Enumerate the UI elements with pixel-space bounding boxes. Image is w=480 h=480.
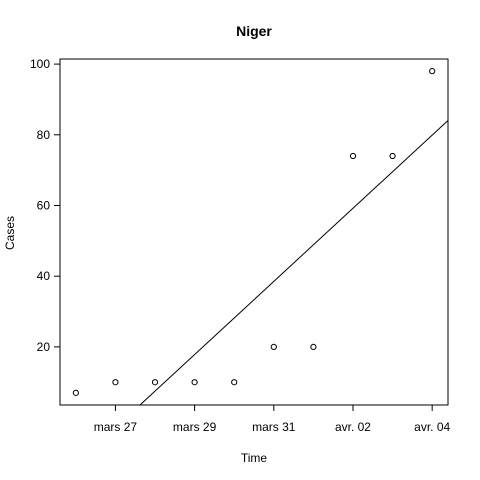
x-tick-label: avr. 02: [335, 420, 371, 434]
chart-title: Niger: [236, 23, 272, 39]
data-point: [112, 379, 119, 386]
data-point: [72, 389, 79, 396]
fit-line: [139, 120, 449, 406]
x-tick-label: mars 27: [94, 420, 138, 434]
y-tick-label: 60: [37, 198, 51, 212]
y-tick-label: 40: [37, 269, 51, 283]
y-axis-label: Cases: [3, 216, 17, 250]
x-tick-label: mars 29: [173, 420, 217, 434]
data-point: [151, 379, 159, 386]
x-tick-label: mars 31: [252, 420, 296, 434]
data-point: [389, 152, 396, 160]
y-tick-label: 20: [37, 340, 51, 354]
data-point: [310, 343, 317, 350]
data-point: [270, 343, 277, 350]
data-points: [72, 68, 436, 396]
data-point: [231, 379, 238, 386]
data-point: [191, 379, 198, 386]
x-tick-label: avr. 04: [414, 420, 450, 434]
y-tick-label: 80: [37, 128, 51, 142]
fit-line-group: [139, 120, 449, 406]
axes: 20 40 60 80 100 mars 27 mars 29 mars 31 avr. 02 a…: [30, 57, 451, 434]
data-point: [349, 152, 357, 160]
data-point: [429, 68, 436, 75]
plot-frame: [59, 58, 449, 406]
x-axis-label: Time: [241, 451, 268, 465]
y-tick-label: 100: [30, 57, 50, 71]
